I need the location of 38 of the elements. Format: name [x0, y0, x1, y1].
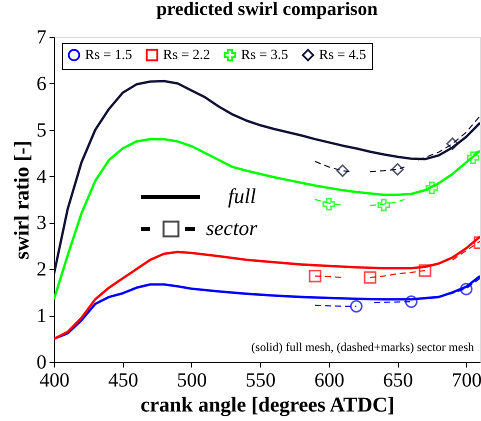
- y-tick-label: 7: [36, 26, 46, 48]
- x-tick-label: 650: [383, 370, 414, 392]
- x-tick-label: 500: [176, 370, 207, 392]
- line-series: [54, 80, 480, 275]
- x-tick-label: 550: [246, 370, 276, 392]
- legend-label: Rs = 3.5: [241, 48, 288, 64]
- x-tick-label: 600: [314, 370, 344, 392]
- point: [446, 138, 459, 150]
- point: [460, 282, 473, 296]
- y-tick-label: 6: [36, 72, 46, 95]
- x-tick-label: 450: [108, 370, 138, 392]
- point: [364, 271, 376, 284]
- y-tick-label: 3: [36, 212, 46, 234]
- y-tick-label: 5: [36, 119, 46, 142]
- legend-label: Rs = 2.2: [163, 48, 210, 64]
- point: [322, 198, 336, 210]
- point: [350, 300, 363, 313]
- x-axis-title: crank angle [degrees ATDC]: [140, 392, 395, 416]
- annotation: sector: [206, 216, 258, 240]
- line-series: [54, 235, 480, 340]
- point: [405, 295, 418, 308]
- annotation: (solid) full mesh, (dashed+marks) sector mesh: [251, 340, 474, 354]
- x-tick-label: 700: [452, 370, 481, 392]
- point: [336, 164, 349, 177]
- y-tick-label: 1: [36, 305, 46, 328]
- point: [426, 182, 438, 194]
- point: [308, 270, 322, 282]
- y-tick-label: 2: [36, 258, 46, 281]
- point: [378, 198, 390, 212]
- legend-label: Rs = 1.5: [85, 48, 132, 64]
- point: [466, 151, 480, 164]
- chart-title: predicted swirl comparison: [156, 0, 378, 20]
- annotation: full: [228, 184, 256, 208]
- y-axis-title: swirl ratio [-]: [10, 140, 34, 260]
- y-tick-label: 4: [36, 166, 46, 188]
- legend-label: Rs = 4.5: [319, 48, 366, 64]
- point: [391, 163, 404, 176]
- point: [418, 264, 432, 277]
